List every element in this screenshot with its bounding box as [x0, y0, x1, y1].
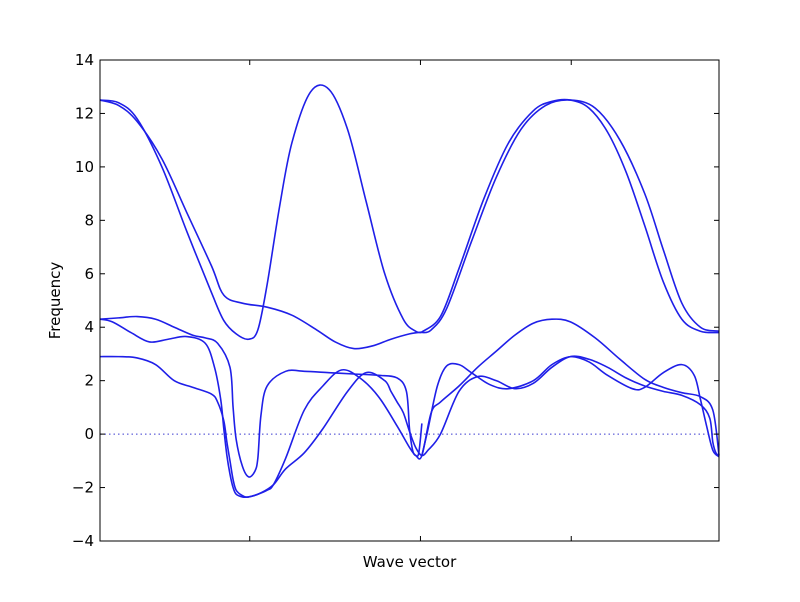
x-axis-label: Wave vector — [363, 553, 457, 571]
y-tick-label: 4 — [84, 318, 94, 336]
series-line-3 — [421, 98, 720, 334]
series-line-8 — [421, 355, 720, 458]
series-line-2 — [99, 84, 423, 341]
series-line-7 — [99, 318, 720, 499]
y-tick-label: 14 — [75, 51, 94, 69]
y-tick-label: −2 — [72, 479, 94, 497]
series-layer — [99, 84, 720, 499]
y-tick-label: 12 — [75, 104, 94, 122]
y-tick-label: 2 — [84, 372, 94, 390]
y-tick-label: 10 — [75, 158, 94, 176]
y-tick-label: 6 — [84, 265, 94, 283]
series-line-5 — [99, 315, 423, 478]
plot-frame — [99, 59, 720, 542]
y-tick-label: 8 — [84, 211, 94, 229]
series-line-1 — [99, 99, 422, 350]
series-line-4 — [421, 99, 720, 334]
y-tick-label: −4 — [72, 532, 94, 550]
y-axis-label: Frequency — [46, 262, 64, 340]
y-tick-label: 0 — [84, 425, 94, 443]
